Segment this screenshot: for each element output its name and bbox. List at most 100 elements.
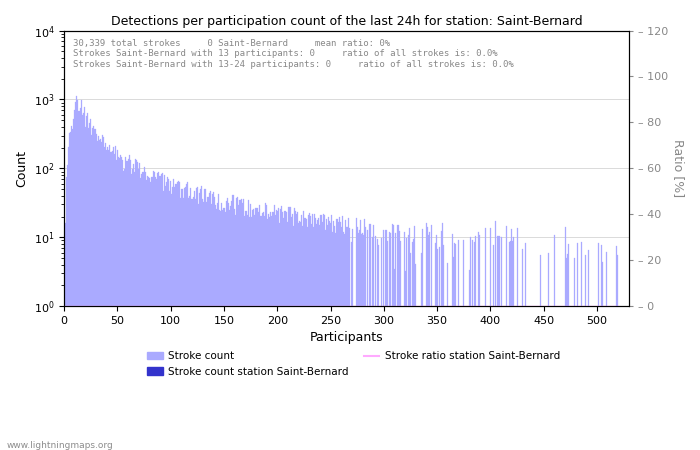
Bar <box>153 171 154 450</box>
Bar <box>101 142 102 450</box>
Bar <box>197 187 198 450</box>
Bar <box>260 216 261 450</box>
Bar <box>540 255 541 450</box>
Bar <box>211 194 213 450</box>
Legend: Stroke count, Stroke count station Saint-Bernard, Stroke ratio station Saint-Ber: Stroke count, Stroke count station Saint… <box>143 347 564 381</box>
Bar <box>144 167 145 450</box>
Bar <box>374 236 376 450</box>
Bar <box>414 226 415 450</box>
Bar <box>377 239 378 450</box>
Bar <box>343 232 344 450</box>
Bar <box>188 198 189 450</box>
Bar <box>410 253 411 450</box>
Bar <box>302 226 303 450</box>
Bar <box>134 172 135 450</box>
Bar <box>195 199 196 450</box>
Bar <box>361 234 362 450</box>
Bar <box>201 186 202 450</box>
Bar <box>215 206 216 450</box>
Bar <box>214 197 215 450</box>
X-axis label: Participants: Participants <box>310 332 384 345</box>
Bar <box>155 177 156 450</box>
Bar <box>225 201 227 450</box>
Bar <box>234 209 235 450</box>
Bar <box>408 235 409 450</box>
Bar <box>453 257 454 450</box>
Bar <box>294 208 295 450</box>
Bar <box>99 140 100 450</box>
Bar <box>140 178 141 450</box>
Bar <box>167 177 168 450</box>
Bar <box>313 227 314 450</box>
Bar <box>431 225 433 450</box>
Bar <box>261 216 262 450</box>
Bar <box>339 216 340 450</box>
Bar <box>232 195 233 450</box>
Bar <box>333 221 335 450</box>
Bar <box>148 177 149 450</box>
Bar <box>71 126 72 450</box>
Bar <box>358 234 359 450</box>
Bar <box>574 258 575 450</box>
Bar <box>230 206 231 450</box>
Bar <box>280 209 281 450</box>
Bar <box>213 192 214 450</box>
Bar <box>454 243 455 450</box>
Bar <box>92 128 93 450</box>
Bar <box>122 160 123 450</box>
Bar <box>427 227 428 450</box>
Bar <box>510 241 511 450</box>
Bar <box>245 211 246 450</box>
Bar <box>181 189 182 450</box>
Bar <box>359 230 360 450</box>
Bar <box>216 209 217 450</box>
Bar <box>74 110 76 450</box>
Bar <box>493 245 494 450</box>
Bar <box>393 225 394 450</box>
Bar <box>311 224 312 450</box>
Bar <box>390 233 391 450</box>
Bar <box>258 205 260 450</box>
Bar <box>337 222 339 450</box>
Bar <box>399 231 400 450</box>
Bar <box>138 169 139 450</box>
Bar <box>290 217 292 450</box>
Bar <box>511 230 512 450</box>
Y-axis label: Ratio [%]: Ratio [%] <box>672 140 685 198</box>
Bar <box>220 211 221 450</box>
Bar <box>310 216 311 450</box>
Bar <box>447 262 449 450</box>
Bar <box>525 243 526 450</box>
Bar <box>103 137 104 450</box>
Bar <box>297 212 298 450</box>
Bar <box>66 165 68 450</box>
Bar <box>263 212 264 450</box>
Bar <box>141 174 142 450</box>
Bar <box>123 171 125 450</box>
Bar <box>565 227 566 450</box>
Bar <box>69 133 70 450</box>
Bar <box>127 159 129 450</box>
Bar <box>142 172 144 450</box>
Bar <box>169 191 170 450</box>
Bar <box>131 174 132 450</box>
Bar <box>617 255 618 450</box>
Bar <box>267 219 268 450</box>
Bar <box>247 215 248 450</box>
Bar <box>435 235 437 450</box>
Bar <box>256 208 258 450</box>
Bar <box>500 237 502 450</box>
Bar <box>73 119 74 450</box>
Bar <box>400 241 402 450</box>
Bar <box>323 215 325 450</box>
Bar <box>321 222 323 450</box>
Bar <box>567 254 568 450</box>
Bar <box>193 198 194 450</box>
Bar <box>72 130 73 450</box>
Bar <box>395 233 396 450</box>
Bar <box>331 216 332 450</box>
Bar <box>139 163 140 450</box>
Bar <box>266 205 267 450</box>
Bar <box>588 250 589 450</box>
Bar <box>274 215 276 450</box>
